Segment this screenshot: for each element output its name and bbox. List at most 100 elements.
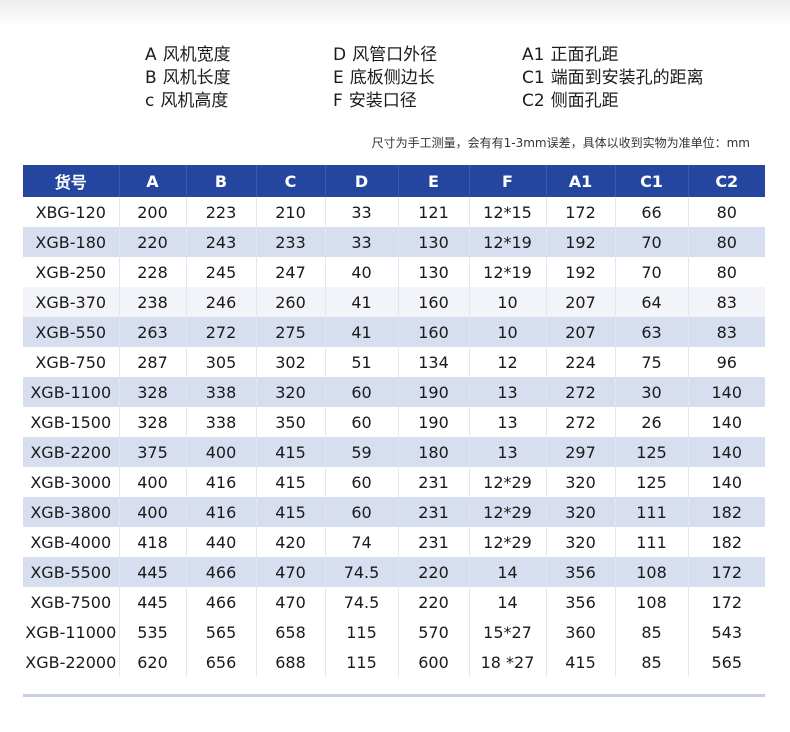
dimension-cell: 275 — [256, 317, 326, 347]
dimension-cell: 26 — [615, 407, 689, 437]
column-header: D — [325, 165, 399, 197]
dimension-cell: 80 — [688, 197, 765, 227]
dimension-cell: 140 — [688, 407, 765, 437]
table-row: XGB-5500 445 466 470 74.5 220 14 356 108 172 — [23, 557, 765, 587]
dimension-cell: 172 — [688, 557, 765, 587]
column-header: 货号 — [23, 165, 120, 197]
dimension-cell: 440 — [186, 527, 257, 557]
dimension-cell: 108 — [615, 587, 689, 617]
dimension-cell: 338 — [186, 407, 257, 437]
dimension-cell: 40 — [325, 257, 399, 287]
table-header-row: 货号 A B C D E F A1 C1 C2 — [23, 165, 765, 197]
dimension-cell: 320 — [546, 467, 616, 497]
dimension-cell: 60 — [325, 407, 399, 437]
dimension-cell: 658 — [256, 617, 326, 647]
dimension-cell: 272 — [546, 377, 616, 407]
model-cell: XGB-1100 — [23, 377, 120, 407]
legend-item: C1 端面到安装孔的距离 — [522, 68, 704, 88]
table-row: XGB-7500 445 466 470 74.5 220 14 356 108 172 — [23, 587, 765, 617]
dimension-cell: 63 — [615, 317, 689, 347]
table-bottom-rule — [23, 694, 765, 697]
dimension-cell: 140 — [688, 467, 765, 497]
dimension-cell: 245 — [186, 257, 257, 287]
dimension-cell: 375 — [119, 437, 187, 467]
dimension-cell: 243 — [186, 227, 257, 257]
model-cell: XGB-4000 — [23, 527, 120, 557]
table-row: XGB-3800 400 416 415 60 231 12*29 320 111 182 — [23, 497, 765, 527]
dimension-cell: 10 — [469, 317, 547, 347]
dimension-cell: 30 — [615, 377, 689, 407]
dimension-cell: 60 — [325, 497, 399, 527]
table-row: XGB-370 238 246 260 41 160 10 207 64 83 — [23, 287, 765, 317]
dimension-cell: 140 — [688, 377, 765, 407]
model-cell: XGB-3000 — [23, 467, 120, 497]
column-header: C2 — [688, 165, 765, 197]
dimension-cell: 565 — [186, 617, 257, 647]
dimension-cell: 51 — [325, 347, 399, 377]
dimension-cell: 416 — [186, 497, 257, 527]
dimension-cell: 85 — [615, 647, 689, 677]
dimension-cell: 400 — [119, 467, 187, 497]
dimension-cell: 12*29 — [469, 497, 547, 527]
dimension-cell: 297 — [546, 437, 616, 467]
legend-item: A 风机宽度 — [145, 45, 231, 65]
dimension-cell: 445 — [119, 557, 187, 587]
column-header: C1 — [615, 165, 689, 197]
dimension-cell: 125 — [615, 437, 689, 467]
model-cell: XGB-22000 — [23, 647, 120, 677]
dimension-cell: 108 — [615, 557, 689, 587]
legend-item: F 安装口径 — [333, 91, 417, 111]
dimension-cell: 320 — [546, 497, 616, 527]
dimension-cell: 130 — [398, 257, 470, 287]
dimension-cell: 415 — [546, 647, 616, 677]
model-cell: XGB-2200 — [23, 437, 120, 467]
dimension-cell: 543 — [688, 617, 765, 647]
dimension-cell: 172 — [688, 587, 765, 617]
dimension-cell: 220 — [398, 557, 470, 587]
dimension-cell: 224 — [546, 347, 616, 377]
dimension-cell: 70 — [615, 257, 689, 287]
dimension-cell: 80 — [688, 257, 765, 287]
dimension-cell: 466 — [186, 587, 257, 617]
legend-column-2: D 风管口外径 E 底板侧边长 F 安装口径 — [333, 44, 437, 113]
dimension-cell: 231 — [398, 467, 470, 497]
dimension-cell: 12*19 — [469, 257, 547, 287]
dimension-cell: 247 — [256, 257, 326, 287]
column-header: E — [398, 165, 470, 197]
dimension-cell: 10 — [469, 287, 547, 317]
dimension-cell: 338 — [186, 377, 257, 407]
dimension-cell: 445 — [119, 587, 187, 617]
legend-item: c 风机高度 — [145, 91, 229, 111]
dimension-cell: 356 — [546, 557, 616, 587]
dimension-cell: 305 — [186, 347, 257, 377]
dimension-cell: 415 — [256, 467, 326, 497]
model-cell: XGB-370 — [23, 287, 120, 317]
table-row: XGB-3000 400 416 415 60 231 12*29 320 125 140 — [23, 467, 765, 497]
dimension-cell: 688 — [256, 647, 326, 677]
legend-item: B 风机长度 — [145, 68, 231, 88]
column-header: A1 — [546, 165, 616, 197]
dimension-cell: 125 — [615, 467, 689, 497]
dimension-cell: 13 — [469, 377, 547, 407]
dimension-cell: 535 — [119, 617, 187, 647]
table-row: XGB-1500 328 338 350 60 190 13 272 26 140 — [23, 407, 765, 437]
dimension-cell: 70 — [615, 227, 689, 257]
table-row: XGB-4000 418 440 420 74 231 12*29 320 111 182 — [23, 527, 765, 557]
dimension-cell: 83 — [688, 317, 765, 347]
dimension-cell: 420 — [256, 527, 326, 557]
legend-item: D 风管口外径 — [333, 45, 438, 65]
dimension-cell: 134 — [398, 347, 470, 377]
dimension-legend: A 风机宽度 B 风机长度 c 风机高度 D 风管口外径 E 底板侧边长 F 安装口径 A1… — [0, 44, 790, 124]
dimension-cell: 600 — [398, 647, 470, 677]
dimension-cell: 115 — [325, 617, 399, 647]
dimension-cell: 200 — [119, 197, 187, 227]
dimension-cell: 228 — [119, 257, 187, 287]
dimension-cell: 272 — [186, 317, 257, 347]
model-cell: XGB-250 — [23, 257, 120, 287]
dimension-cell: 140 — [688, 437, 765, 467]
dimension-cell: 416 — [186, 467, 257, 497]
dimension-cell: 287 — [119, 347, 187, 377]
dimension-cell: 620 — [119, 647, 187, 677]
dimension-cell: 18 *27 — [469, 647, 547, 677]
model-cell: XBG-120 — [23, 197, 120, 227]
